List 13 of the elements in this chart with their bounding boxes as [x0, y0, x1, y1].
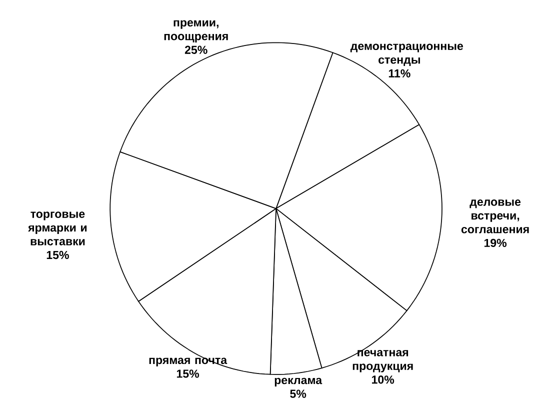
slice-label: печатная продукция	[352, 350, 413, 372]
slice-label: реклама	[274, 378, 322, 386]
data-label: 15%	[176, 370, 200, 378]
slice-label: деловые встречи, соглашения	[461, 199, 529, 234]
slice-label: торговые ярмарки и выставки	[28, 211, 87, 246]
slice-label: премии, поощрения	[164, 20, 228, 42]
slice-label: демонстрационные стенды	[350, 44, 464, 66]
data-label: 19%	[484, 238, 507, 247]
data-label: 11%	[388, 69, 410, 78]
data-label: 15%	[46, 250, 69, 259]
data-label: 5%	[290, 390, 306, 398]
data-label: 25%	[184, 46, 208, 54]
data-label: 10%	[372, 375, 394, 384]
